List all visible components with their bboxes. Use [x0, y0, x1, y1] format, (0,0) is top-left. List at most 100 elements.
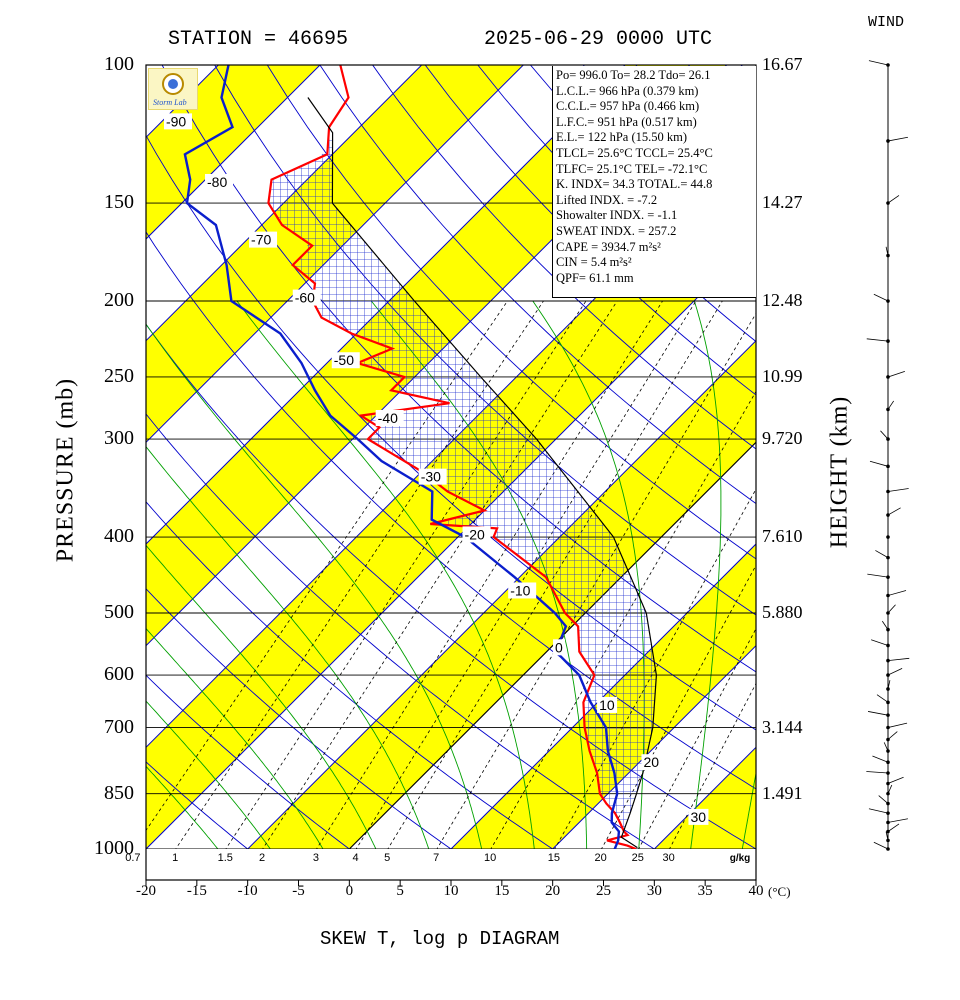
- isotherm-line: [230, 339, 756, 866]
- isotherm-label-bg: [688, 808, 709, 825]
- moist-adiabat: [738, 770, 756, 866]
- dry-adiabat: [146, 413, 682, 866]
- wind-barb: [873, 841, 889, 850]
- isotherm-label: -70: [251, 232, 271, 248]
- wind-level-dot: [886, 375, 890, 379]
- wind-barb: [866, 771, 889, 774]
- isotherm-line: [146, 65, 626, 545]
- moist-adiabat: [146, 627, 334, 866]
- pressure-tick-label: 100: [104, 53, 134, 75]
- plot-area: -90 -80 -70 -60 -50 -40 -30 -20 -10 0 10 20 30: [0, 48, 960, 867]
- isotherm-label: 10: [599, 697, 615, 713]
- height-tick-label: 1.491: [762, 782, 803, 803]
- mixing-ratio-label: 0.7: [125, 852, 140, 864]
- wind-barb: [887, 731, 898, 740]
- moist-adiabat: [146, 445, 435, 866]
- mixing-ratio-label: 2: [259, 852, 265, 864]
- el-value: E.L.= 122 hPa (15.50 km): [556, 130, 687, 145]
- logo: Storm Lab: [148, 68, 198, 110]
- moist-adiabat: [146, 700, 283, 866]
- lcl-value: L.C.L.= 966 hPa (0.379 km): [556, 83, 699, 98]
- wind-barb: [867, 573, 889, 578]
- dry-adiabat: [146, 848, 166, 866]
- isotherm-label-bg: [462, 526, 491, 543]
- dry-adiabat: [372, 65, 756, 450]
- dry-adiabat: [146, 501, 579, 866]
- mixing-ratio-label: 25: [632, 852, 644, 864]
- mixing-ratio-line: [251, 300, 618, 866]
- isotherm-label-bg: [508, 582, 537, 599]
- isotherm-label-bg: [331, 352, 360, 369]
- cape-area: [269, 138, 657, 836]
- mixing-ratio-label: 5: [384, 852, 390, 864]
- mixing-ratio-line: [480, 390, 756, 866]
- height-axis-label: HEIGHT (km): [826, 395, 853, 549]
- wind-barb: [887, 400, 895, 410]
- mixing-ratio-label: 15: [548, 852, 560, 864]
- wind-barb: [881, 620, 889, 630]
- height-tick-label: 9.720: [762, 428, 803, 449]
- height-tick-label: 12.48: [762, 290, 803, 310]
- isotherm-label: -90: [166, 113, 186, 129]
- sweat-index-value: SWEAT INDX. = 257.2: [556, 223, 677, 238]
- k-total-value: K. INDX= 34.3 TOTAL.= 44.8: [556, 177, 713, 192]
- pressure-tick-label: 1000: [94, 837, 134, 859]
- isotherm-label: 0: [555, 639, 563, 655]
- isotherm-label: -50: [334, 352, 354, 368]
- wind-barb: [871, 639, 889, 646]
- dry-adiabat: [794, 65, 960, 866]
- pressure-tick-label: 150: [104, 191, 134, 214]
- pressure-tick-label: 250: [104, 364, 134, 387]
- height-tick-label: 14.27: [762, 192, 803, 213]
- isotherm-line: [332, 441, 756, 867]
- t-lfc-el-value: TLFC= 25.1°C TEL= -72.1°C: [556, 161, 708, 176]
- moist-adiabat: [146, 544, 385, 866]
- wind-title: WIND: [868, 14, 905, 31]
- isotherm-line: [943, 48, 960, 866]
- mixing-ratio-unit: g/kg: [730, 853, 751, 864]
- dry-adiabat: [146, 761, 269, 866]
- indices-box: Po= 996.0 To= 28.2 Tdo= 26.1 L.C.L.= 966…: [552, 66, 756, 298]
- isotherm-label: -40: [378, 410, 398, 426]
- dry-adiabat: [146, 674, 372, 866]
- isotherm-label: 30: [690, 809, 706, 825]
- parcel-line: [307, 97, 658, 849]
- wind-barb: [885, 831, 889, 841]
- height-tick-label: 3.144: [762, 716, 803, 737]
- wind-barb: [887, 590, 907, 596]
- temperature-tick-label: 40: [748, 883, 764, 899]
- t-lcl-ccl-value: TLCL= 25.6°C TCCL= 25.4°C: [556, 145, 713, 160]
- temperature-tick-label: 30: [646, 883, 662, 899]
- wind-level-dot: [886, 489, 890, 494]
- height-tick-label: 7.610: [762, 526, 803, 546]
- pressure-tick-label: 200: [104, 289, 134, 311]
- temperature-unit: (°C): [768, 884, 791, 899]
- mixing-ratio-label: 1: [172, 852, 178, 864]
- isotherm-label: -60: [295, 290, 315, 306]
- pressure-tick-label: 700: [104, 715, 134, 738]
- isotherm-line: [146, 65, 321, 240]
- wind-barb: [887, 667, 903, 676]
- isotherm-label-bg: [163, 113, 192, 130]
- isotherm-label-bg: [292, 289, 321, 306]
- mixing-ratio-label: 4: [353, 852, 359, 864]
- temperature-tick-label: 15: [494, 883, 510, 899]
- moist-adiabat: [236, 300, 537, 866]
- isotherm-line: [0, 48, 32, 866]
- isotherm-label: -80: [207, 174, 227, 190]
- isotherm-band: [841, 48, 960, 866]
- cape-value: CAPE = 3934.7 m²s²: [556, 239, 661, 254]
- wind-barb: [869, 460, 889, 467]
- isotherm-line: [535, 644, 756, 866]
- mixing-ratio-label: 1.5: [218, 852, 233, 864]
- pressure-tick-label: 400: [104, 525, 134, 547]
- isotherm-line: [146, 65, 525, 444]
- moist-adiabat: [146, 323, 486, 866]
- dewpoint-line: [183, 65, 621, 850]
- dry-adiabat: [319, 65, 756, 505]
- temperature-tick-label: 20: [545, 883, 561, 899]
- height-tick-label: 10.99: [762, 365, 803, 386]
- wind-barb: [868, 60, 889, 66]
- cin-value: CIN = 5.4 m²s²: [556, 255, 632, 270]
